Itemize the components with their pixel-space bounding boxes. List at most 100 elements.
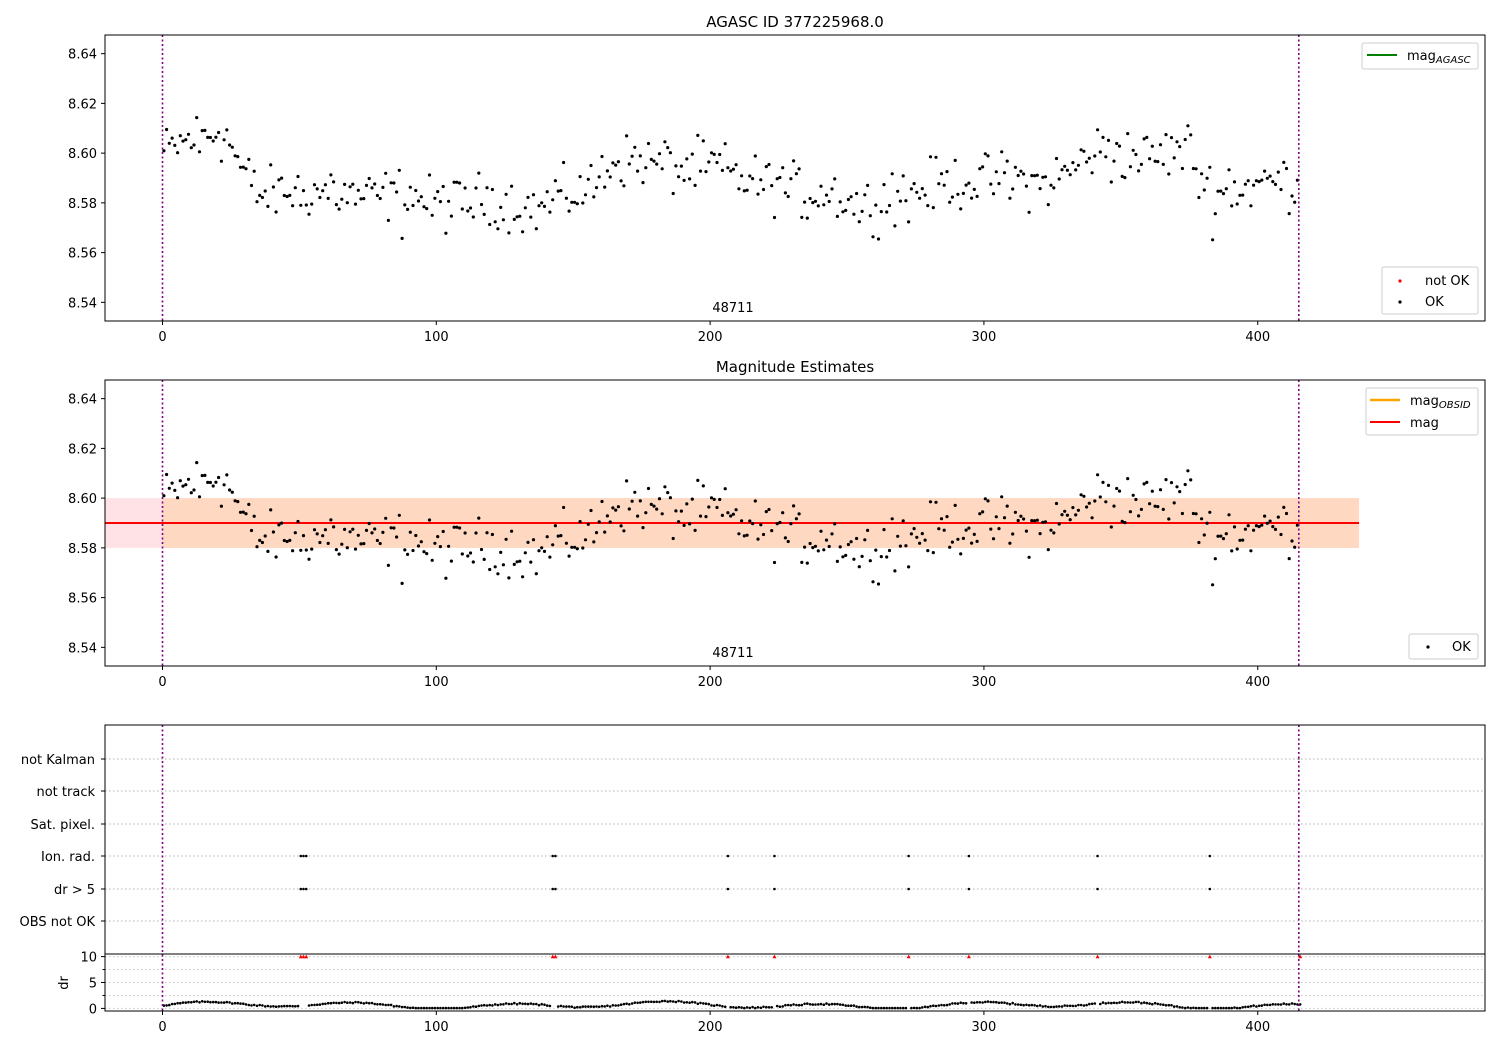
ok-point: [353, 202, 358, 206]
ok-point: [967, 526, 971, 530]
ok-point: [983, 152, 987, 156]
ok-point: [1090, 516, 1094, 520]
ok-point: [1221, 537, 1226, 541]
ok-point: [926, 204, 930, 208]
ok-point: [1167, 517, 1171, 521]
ok-point: [1057, 522, 1061, 526]
dr-point: [685, 1001, 689, 1004]
ok-point: [1126, 132, 1130, 136]
ok-point: [482, 212, 486, 216]
dr-point: [1115, 1001, 1118, 1005]
ok-point: [573, 545, 577, 549]
dr-point: [819, 1002, 823, 1006]
dr-point: [1287, 1003, 1291, 1006]
ok-point: [657, 497, 662, 501]
ok-point: [1000, 495, 1004, 499]
ok-point: [375, 538, 379, 543]
dr-point: [800, 1003, 804, 1007]
dr-point: [806, 1002, 809, 1005]
ok-point: [879, 555, 883, 559]
dr-point: [1055, 1005, 1058, 1008]
ok-point: [441, 184, 445, 189]
ok-point: [1216, 534, 1220, 538]
ok-point: [479, 202, 484, 207]
ok-point: [1241, 193, 1245, 197]
ok-point: [165, 127, 169, 132]
ok-point: [1011, 532, 1015, 536]
dr-gt-5-point: [773, 887, 776, 891]
ok-point: [386, 563, 390, 568]
dr-point: [817, 1003, 820, 1006]
ok-point: [1082, 149, 1086, 153]
ok-point: [789, 522, 793, 526]
ok-point: [885, 555, 889, 559]
ok-point: [846, 542, 851, 547]
ok-point: [1246, 524, 1250, 528]
ok-point: [195, 461, 199, 465]
ok-point: [271, 185, 275, 189]
ok-point: [406, 552, 410, 557]
dr-point: [849, 1004, 853, 1007]
ok-point: [518, 214, 522, 218]
ok-point: [206, 135, 210, 139]
svg-text:magAGASC: magAGASC: [1407, 49, 1471, 66]
dr-point: [1000, 1001, 1003, 1004]
ok-point: [956, 192, 960, 196]
dr-point: [367, 1001, 371, 1005]
ok-point: [1027, 210, 1031, 214]
ok-point: [378, 196, 382, 201]
dr-point: [639, 1001, 642, 1004]
ok-point: [704, 170, 708, 174]
dr-clipped-marker: [298, 954, 303, 959]
dr-point: [953, 1002, 957, 1005]
ok-point: [570, 200, 574, 204]
ok-point: [578, 520, 582, 524]
ok-point: [1186, 124, 1190, 128]
legend-mag-agasc: mag: [1407, 49, 1436, 64]
dr-gt-5-point: [551, 887, 554, 891]
ok-point: [362, 197, 366, 201]
dr-point: [666, 1000, 669, 1003]
ok-point: [679, 164, 684, 168]
dr-point: [403, 1005, 407, 1009]
dr-point: [951, 1002, 954, 1005]
ok-point: [1257, 180, 1261, 184]
ok-point: [1038, 187, 1042, 191]
ok-point: [918, 196, 922, 200]
ok-point: [567, 209, 571, 213]
ok-point: [1161, 162, 1165, 166]
dr-point: [203, 1000, 207, 1004]
dr-point: [1068, 1004, 1072, 1008]
ok-point: [397, 513, 401, 517]
dr-point: [217, 1001, 220, 1004]
ok-point: [794, 172, 799, 176]
dr-point: [926, 1005, 930, 1009]
dr-point: [712, 1004, 716, 1007]
ok-point: [1287, 212, 1291, 216]
dr-point: [384, 1003, 388, 1007]
ok-point: [633, 145, 637, 149]
dr-point: [247, 1003, 251, 1007]
dr-point: [165, 1004, 168, 1007]
dr-point: [417, 1006, 420, 1010]
dr-point: [482, 1003, 486, 1007]
agasc-panel-title: AGASC ID 377225968.0: [706, 13, 884, 31]
ok-point: [1284, 511, 1289, 516]
ok-point: [334, 548, 338, 552]
ok-point: [340, 542, 344, 546]
ok-point: [603, 185, 607, 189]
dr-point: [734, 1006, 738, 1009]
ok-point: [1104, 155, 1108, 159]
dr-point: [904, 1006, 908, 1010]
ok-point: [299, 548, 303, 552]
ok-point: [504, 537, 508, 541]
ok-point: [939, 517, 944, 521]
dr-point: [222, 1001, 226, 1004]
ok-point: [1145, 480, 1149, 484]
ok-point: [332, 180, 336, 184]
ok-point: [455, 180, 459, 184]
dr-point: [754, 1006, 757, 1010]
dr-point: [455, 1006, 459, 1010]
ok-point: [690, 497, 694, 501]
ok-point: [184, 483, 188, 487]
